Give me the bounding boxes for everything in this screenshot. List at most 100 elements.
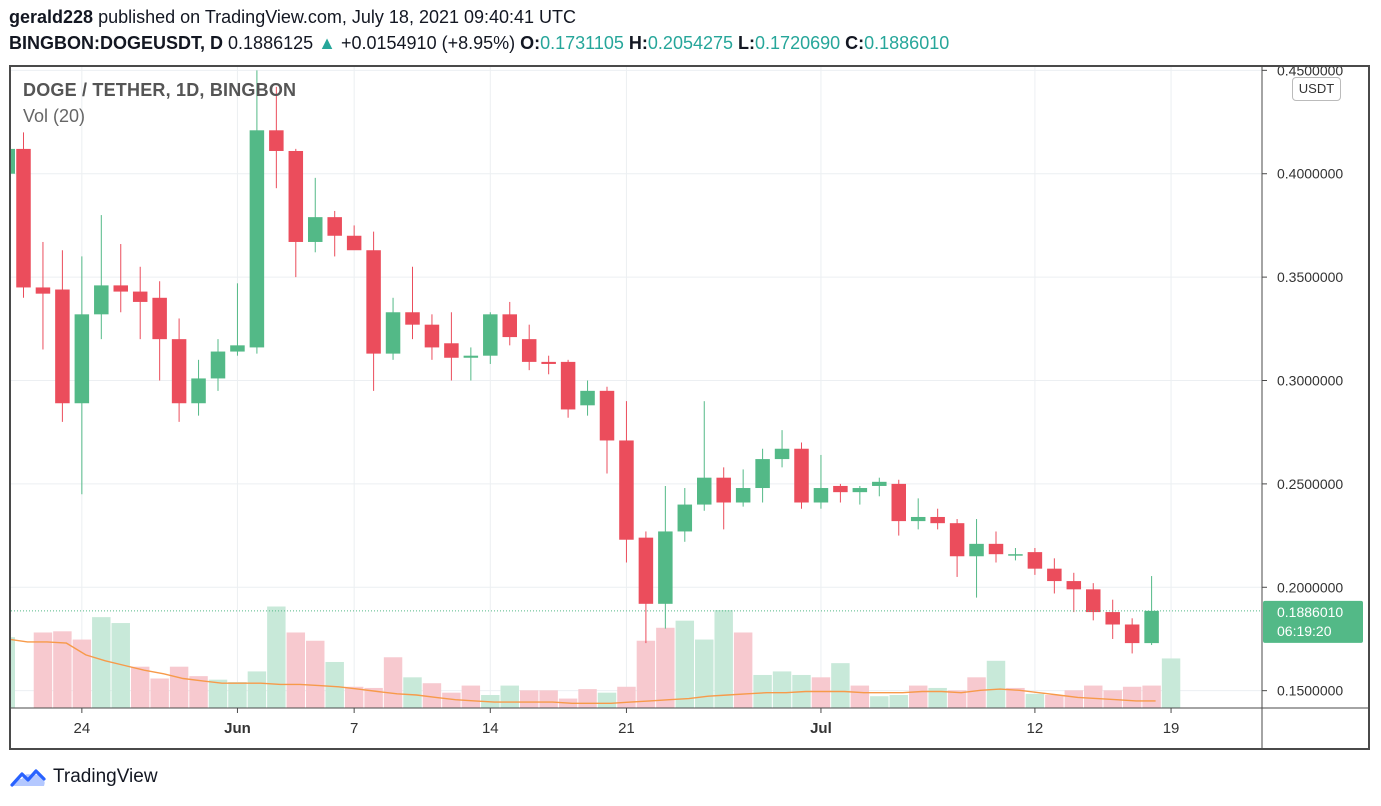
open-value: 0.1731105 — [540, 33, 624, 53]
volume-bar — [889, 695, 908, 708]
volume-bar — [11, 637, 15, 708]
volume-bar — [247, 671, 267, 708]
volume-bar — [344, 686, 364, 708]
candle-body — [1124, 624, 1140, 644]
volume-bar — [364, 687, 383, 708]
volume-bar — [1045, 695, 1064, 708]
candle-body — [697, 477, 712, 505]
volume-bar — [1064, 690, 1084, 708]
candle-body — [619, 440, 634, 540]
volume-bar — [1161, 658, 1181, 708]
candle-body — [113, 285, 128, 292]
x-tick-label: 14 — [482, 720, 499, 737]
symbol-label: BINGBON:DOGEUSDT, D — [9, 33, 224, 53]
low-value: 0.1720690 — [755, 33, 841, 53]
candle-body — [152, 297, 167, 340]
close-value: 0.1886010 — [864, 33, 950, 53]
volume-bar — [831, 663, 850, 708]
high-value: 0.2054275 — [647, 33, 734, 53]
price-tag-countdown: 06:19:20 — [1277, 623, 1332, 639]
candle-body — [1027, 552, 1043, 569]
candle-body — [891, 483, 906, 522]
candle-body — [327, 217, 342, 236]
volume-bar — [72, 639, 92, 708]
volume-bar — [383, 657, 403, 708]
chart-legend-title[interactable]: DOGE / TETHER, 1D, BINGBON — [23, 80, 297, 100]
candle-body — [852, 488, 868, 493]
candle-body — [813, 488, 829, 503]
candle-body — [366, 250, 381, 354]
candle-body — [1144, 610, 1159, 644]
volume-bar — [986, 660, 1006, 708]
candle-body — [210, 351, 226, 379]
candle-body — [230, 345, 245, 352]
candle-body — [1086, 589, 1101, 613]
published-text: published on TradingView.com, July 18, 2… — [98, 7, 577, 27]
volume-ma-line — [10, 638, 1156, 704]
candle-body — [249, 130, 265, 348]
candle-body — [191, 378, 206, 404]
author-name[interactable]: gerald228 — [9, 7, 94, 27]
volume-bar — [461, 685, 481, 708]
y-tick-label: 0.1500000 — [1277, 683, 1343, 699]
candle-body — [385, 312, 401, 354]
tradingview-logo[interactable]: TradingView — [9, 766, 158, 788]
candle-body — [677, 504, 693, 532]
candle-body — [988, 543, 1004, 555]
ohlc-line: BINGBON:DOGEUSDT, D 0.1886125 ▲ +0.01549… — [9, 33, 949, 54]
candle-body — [910, 516, 926, 522]
volume-bar — [111, 623, 130, 708]
volume-bar — [695, 639, 714, 708]
candle-body — [599, 390, 615, 441]
y-tick-label: 0.4000000 — [1277, 166, 1343, 182]
volume-bar — [130, 666, 150, 708]
volume-bar — [870, 696, 889, 708]
candle-body — [55, 289, 70, 404]
candle-body — [1105, 612, 1120, 625]
candle-body — [74, 314, 90, 404]
candle-body — [521, 339, 537, 362]
x-tick-label: 19 — [1163, 720, 1180, 737]
candle-body — [658, 531, 673, 604]
candle-body — [346, 235, 362, 251]
volume-bar — [208, 679, 228, 708]
low-label: L: — [738, 33, 756, 53]
candle-body — [502, 314, 517, 338]
volume-bar — [1142, 685, 1161, 708]
x-tick-label: 12 — [1027, 720, 1044, 737]
candle-body — [171, 339, 187, 404]
y-tick-label: 0.2000000 — [1277, 579, 1343, 595]
candle-body — [949, 523, 965, 557]
candle-body — [560, 361, 576, 410]
price-tag-value: 0.1886010 — [1277, 604, 1343, 620]
candle-body — [872, 481, 887, 486]
volume-bar — [772, 671, 792, 708]
candle-body — [716, 477, 731, 503]
candle-body — [1047, 568, 1062, 582]
volume-legend[interactable]: Vol (20) — [23, 106, 86, 126]
candle-body — [638, 537, 654, 604]
currency-button[interactable]: USDT — [1292, 77, 1341, 101]
volume-bar — [403, 677, 422, 708]
volume-bar — [928, 687, 947, 708]
candle-body — [735, 488, 751, 503]
volume-bar — [597, 692, 617, 708]
tradingview-cloud-icon — [10, 769, 46, 787]
candle-body — [424, 324, 440, 348]
volume-bar — [53, 631, 72, 708]
volume-bar — [306, 640, 325, 708]
volume-bar — [811, 677, 831, 708]
volume-bar — [753, 674, 772, 708]
y-tick-label: 0.2500000 — [1277, 476, 1343, 492]
chart-frame — [9, 65, 1370, 750]
volume-bar — [1084, 685, 1103, 708]
candle-body — [833, 485, 848, 493]
open-label: O: — [520, 33, 541, 53]
candle-body — [288, 150, 304, 242]
candle-body — [755, 459, 770, 489]
candle-body — [94, 285, 109, 315]
candle-body — [1066, 581, 1082, 590]
volume-bar — [33, 632, 53, 708]
volume-bar — [656, 627, 675, 708]
